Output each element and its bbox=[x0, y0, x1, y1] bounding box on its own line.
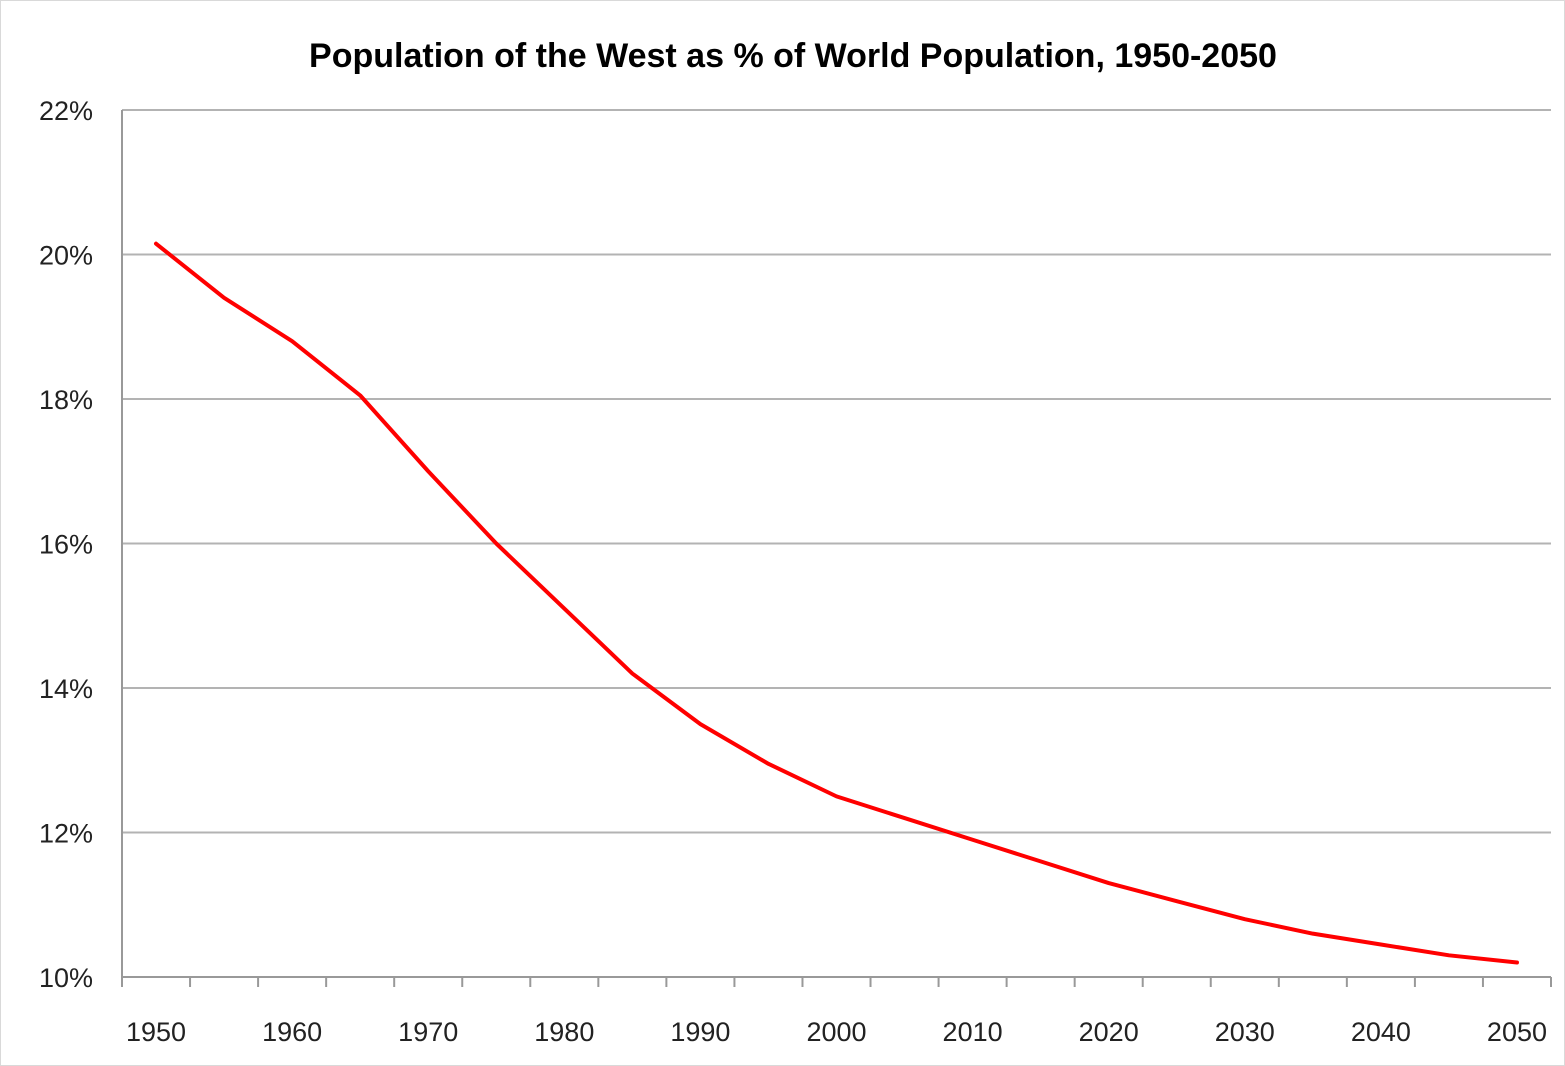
y-tick-label: 20% bbox=[39, 241, 93, 271]
x-tick-label: 2020 bbox=[1079, 1017, 1139, 1047]
series-line bbox=[154, 241, 1519, 965]
series-layer bbox=[154, 241, 1519, 965]
y-tick-label: 10% bbox=[39, 963, 93, 993]
x-tick-label: 1950 bbox=[126, 1017, 186, 1047]
x-tick-label: 1970 bbox=[398, 1017, 458, 1047]
tick-labels: 10% 12% 14% 16% 18% 20% 22% 1950 1960 1970 1980 199… bbox=[39, 96, 1547, 1047]
x-tick-label: 1960 bbox=[262, 1017, 322, 1047]
y-tick-label: 12% bbox=[39, 819, 93, 849]
x-tick-label: 2040 bbox=[1351, 1017, 1411, 1047]
y-tick-label: 18% bbox=[39, 385, 93, 415]
y-tick-label: 22% bbox=[39, 96, 93, 126]
axes bbox=[121, 110, 1552, 987]
gridlines bbox=[122, 109, 1551, 834]
y-tick-label: 16% bbox=[39, 530, 93, 560]
y-tick-label: 14% bbox=[39, 674, 93, 704]
x-tick-label: 2030 bbox=[1215, 1017, 1275, 1047]
chart-title: Population of the West as % of World Pop… bbox=[309, 37, 1277, 75]
x-tick-label: 1980 bbox=[534, 1017, 594, 1047]
x-tick-label: 2000 bbox=[806, 1017, 866, 1047]
x-tick-label: 1990 bbox=[670, 1017, 730, 1047]
x-tick-label: 2050 bbox=[1487, 1017, 1547, 1047]
x-tick-label: 2010 bbox=[943, 1017, 1003, 1047]
